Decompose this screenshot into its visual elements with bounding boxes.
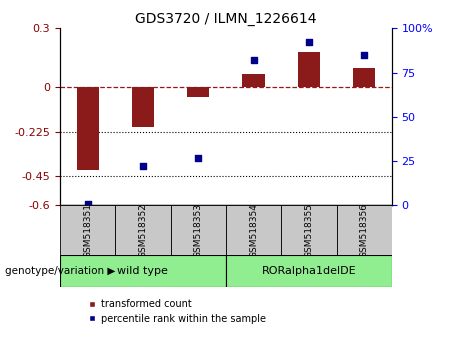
Text: genotype/variation ▶: genotype/variation ▶	[5, 266, 115, 276]
Point	[305, 40, 313, 45]
Point	[84, 201, 91, 206]
Bar	[337, 205, 392, 255]
Bar	[226, 255, 392, 287]
Bar	[298, 52, 320, 87]
Bar	[115, 205, 171, 255]
Point	[195, 155, 202, 160]
Bar	[226, 205, 281, 255]
Text: GSM518353: GSM518353	[194, 202, 203, 258]
Text: wild type: wild type	[118, 266, 168, 276]
Legend: transformed count, percentile rank within the sample: transformed count, percentile rank withi…	[84, 295, 270, 328]
Bar	[281, 205, 337, 255]
Bar	[60, 255, 226, 287]
Text: GSM518356: GSM518356	[360, 202, 369, 258]
Bar	[187, 87, 209, 97]
Text: GSM518352: GSM518352	[138, 202, 148, 258]
Bar	[77, 87, 99, 170]
Point	[250, 57, 257, 63]
Point	[361, 52, 368, 58]
Bar	[132, 87, 154, 127]
Text: GSM518354: GSM518354	[249, 202, 258, 258]
Bar	[353, 68, 375, 87]
Text: RORalpha1delDE: RORalpha1delDE	[261, 266, 356, 276]
Bar	[242, 74, 265, 87]
Bar	[60, 205, 115, 255]
Bar	[171, 205, 226, 255]
Text: GSM518355: GSM518355	[304, 202, 313, 258]
Point	[139, 164, 147, 169]
Title: GDS3720 / ILMN_1226614: GDS3720 / ILMN_1226614	[135, 12, 317, 26]
Text: GSM518351: GSM518351	[83, 202, 92, 258]
